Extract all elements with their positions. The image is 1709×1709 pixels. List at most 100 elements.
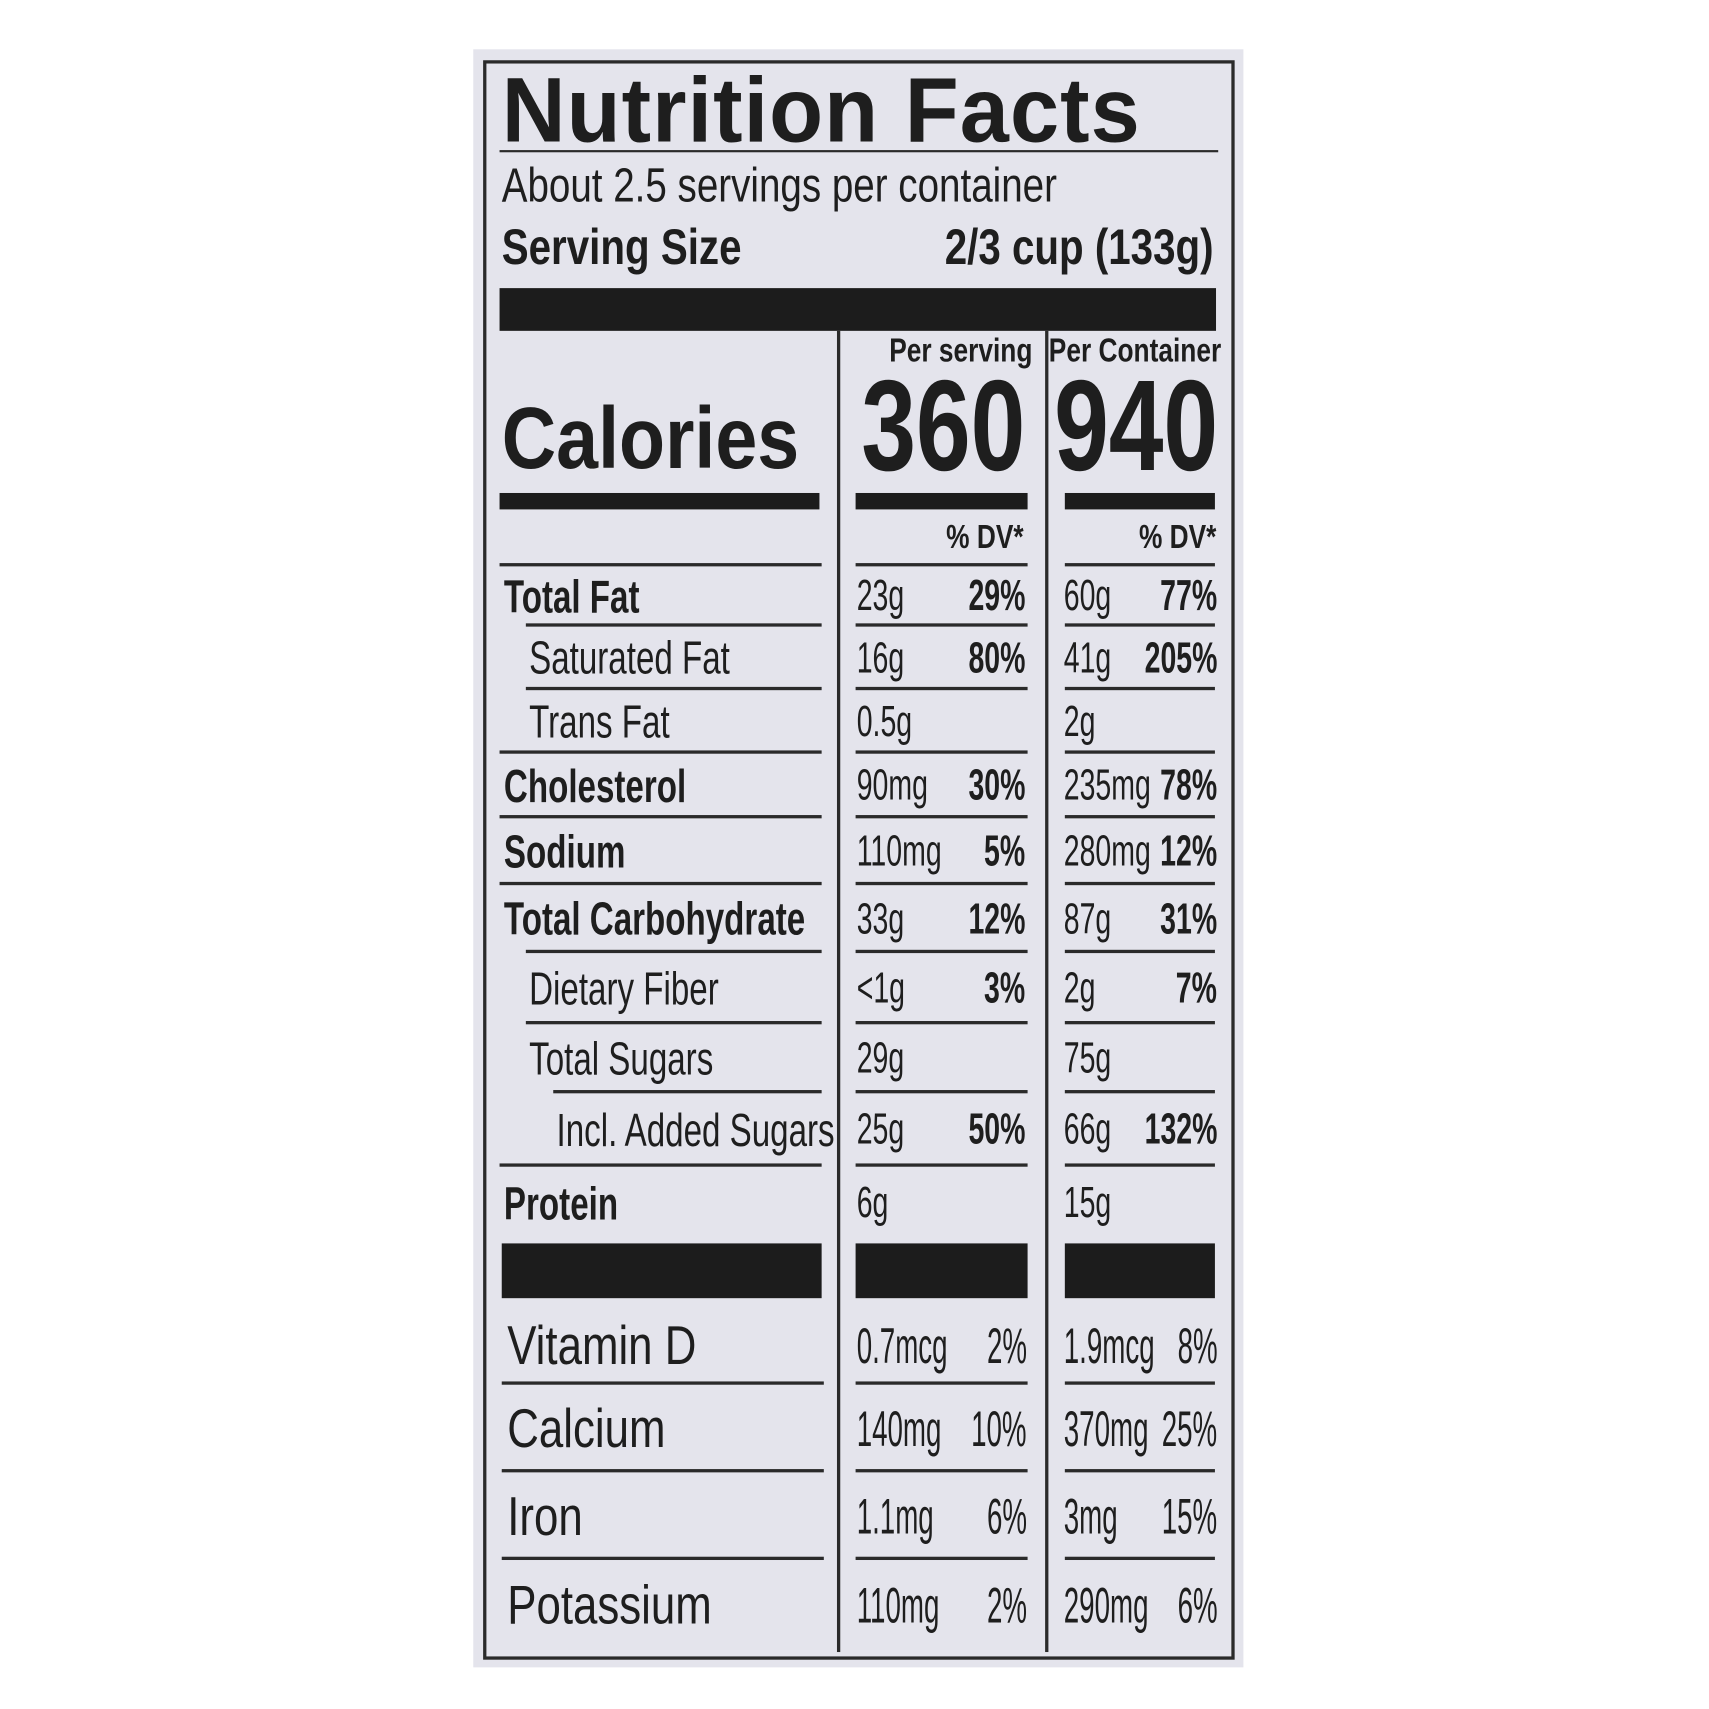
row-divider: [855, 1021, 1028, 1025]
vitamin-name: Iron: [507, 1485, 583, 1547]
row-divider: [499, 815, 822, 819]
row-divider: [1064, 1556, 1215, 1561]
thick-bar: [855, 492, 1028, 510]
per-container-dv: 132%: [1144, 1105, 1218, 1154]
vitamin-name: Potassium: [507, 1574, 712, 1636]
nutrient-name: Trans Fat: [529, 695, 670, 748]
per-serving-dv: 2%: [986, 1576, 1027, 1634]
row-divider: [855, 623, 1028, 627]
per-container-amount: 66g: [1063, 1105, 1112, 1154]
serving-size-value: 2/3 cup (133g): [944, 218, 1214, 275]
row-divider: [1064, 686, 1215, 691]
vitamin-name: Calcium: [507, 1397, 666, 1460]
calories-per-serving: 360: [861, 353, 1026, 499]
row-divider: [855, 881, 1028, 886]
row-divider: [1064, 1021, 1215, 1025]
per-container-amount: 87g: [1063, 894, 1112, 943]
per-container-amount: 1.9mcg: [1063, 1316, 1155, 1374]
row-divider: [501, 1469, 824, 1473]
per-container-dv: 77%: [1160, 571, 1218, 621]
nutrient-name: Sodium: [503, 825, 626, 877]
per-container-dv: 205%: [1144, 633, 1218, 682]
per-container-amount: 75g: [1063, 1034, 1112, 1083]
per-serving-header: Per serving: [888, 333, 1032, 370]
per-container-dv: 8%: [1177, 1316, 1218, 1374]
row-divider: [499, 750, 822, 754]
row-divider: [1064, 623, 1215, 627]
vitamin-name: Vitamin D: [507, 1314, 697, 1376]
row-divider: [1064, 881, 1215, 886]
row-divider: [1064, 563, 1215, 567]
thick-bar: [501, 1243, 822, 1299]
per-serving-dv: 10%: [971, 1400, 1027, 1458]
row-divider: [855, 686, 1028, 691]
per-container-amount: 41g: [1063, 633, 1112, 682]
nutrient-name: Dietary Fiber: [529, 962, 719, 1014]
per-container-dv: 6%: [1177, 1576, 1218, 1634]
per-container-amount: 60g: [1063, 571, 1112, 621]
calories-per-container: 940: [1054, 353, 1219, 499]
row-divider: [525, 623, 822, 627]
row-divider: [855, 1090, 1028, 1094]
per-serving-dv: 29%: [968, 571, 1026, 621]
row-divider: [1064, 1090, 1215, 1094]
per-serving-dv: 6%: [986, 1487, 1027, 1545]
thick-bar: [1064, 492, 1215, 510]
per-serving-amount: 90mg: [856, 761, 928, 810]
per-container-header: Per Container: [1049, 333, 1222, 370]
row-divider: [855, 815, 1028, 819]
nutrient-name: Incl. Added Sugars: [556, 1103, 835, 1156]
per-serving-amount: 6g: [856, 1178, 889, 1227]
nutrient-name: Total Carbohydrate: [503, 892, 806, 945]
dv-header-ps: % DV*: [945, 519, 1024, 556]
per-serving-dv: 5%: [984, 827, 1026, 876]
per-serving-amount: 0.7mcg: [856, 1316, 948, 1374]
per-serving-amount: 140mg: [856, 1400, 942, 1458]
label-title: Nutrition Facts: [501, 58, 1141, 162]
row-divider: [855, 949, 1028, 954]
per-container-amount: 15g: [1063, 1178, 1112, 1227]
calories-label: Calories: [501, 388, 800, 487]
row-divider: [1064, 750, 1215, 754]
divider: [499, 150, 1219, 153]
per-serving-dv: 80%: [968, 633, 1026, 682]
per-container-amount: 235mg: [1063, 761, 1151, 810]
row-divider: [1064, 1163, 1215, 1167]
per-container-dv: 78%: [1160, 761, 1218, 810]
row-divider: [1064, 949, 1215, 954]
per-container-amount: 3mg: [1063, 1487, 1118, 1545]
per-container-dv: 25%: [1161, 1400, 1218, 1458]
per-serving-amount: 0.5g: [856, 697, 913, 746]
per-serving-amount: 33g: [856, 894, 905, 943]
column-divider: [836, 330, 841, 1653]
per-serving-dv: 3%: [984, 964, 1026, 1013]
row-divider: [855, 1556, 1028, 1561]
per-serving-dv: 50%: [968, 1105, 1026, 1154]
per-serving-amount: 25g: [856, 1105, 905, 1154]
per-container-amount: 2g: [1063, 697, 1096, 746]
row-divider: [855, 563, 1028, 567]
nutrient-name: Protein: [503, 1177, 619, 1229]
row-divider: [1064, 815, 1215, 819]
thick-bar: [499, 492, 820, 510]
per-container-amount: 370mg: [1063, 1400, 1149, 1458]
dv-header-pc: % DV*: [1138, 519, 1217, 556]
per-serving-amount: <1g: [856, 964, 906, 1013]
serving-size-label: Serving Size: [501, 218, 742, 275]
column-divider: [1045, 330, 1049, 1653]
row-divider: [525, 1021, 822, 1025]
row-divider: [501, 1556, 824, 1561]
label-border: [483, 60, 1235, 1660]
row-divider: [525, 686, 822, 691]
thick-bar: [499, 288, 1217, 331]
per-serving-amount: 110mg: [856, 827, 942, 876]
per-serving-amount: 29g: [856, 1034, 905, 1083]
nutrient-name: Total Fat: [503, 570, 640, 622]
row-divider: [1064, 1381, 1215, 1385]
per-serving-amount: 23g: [856, 571, 905, 621]
per-serving-dv: 30%: [968, 761, 1026, 810]
per-serving-dv: 12%: [968, 894, 1026, 943]
servings-per-container: About 2.5 servings per container: [501, 158, 1057, 213]
row-divider: [501, 1381, 824, 1385]
row-divider: [855, 1469, 1028, 1473]
